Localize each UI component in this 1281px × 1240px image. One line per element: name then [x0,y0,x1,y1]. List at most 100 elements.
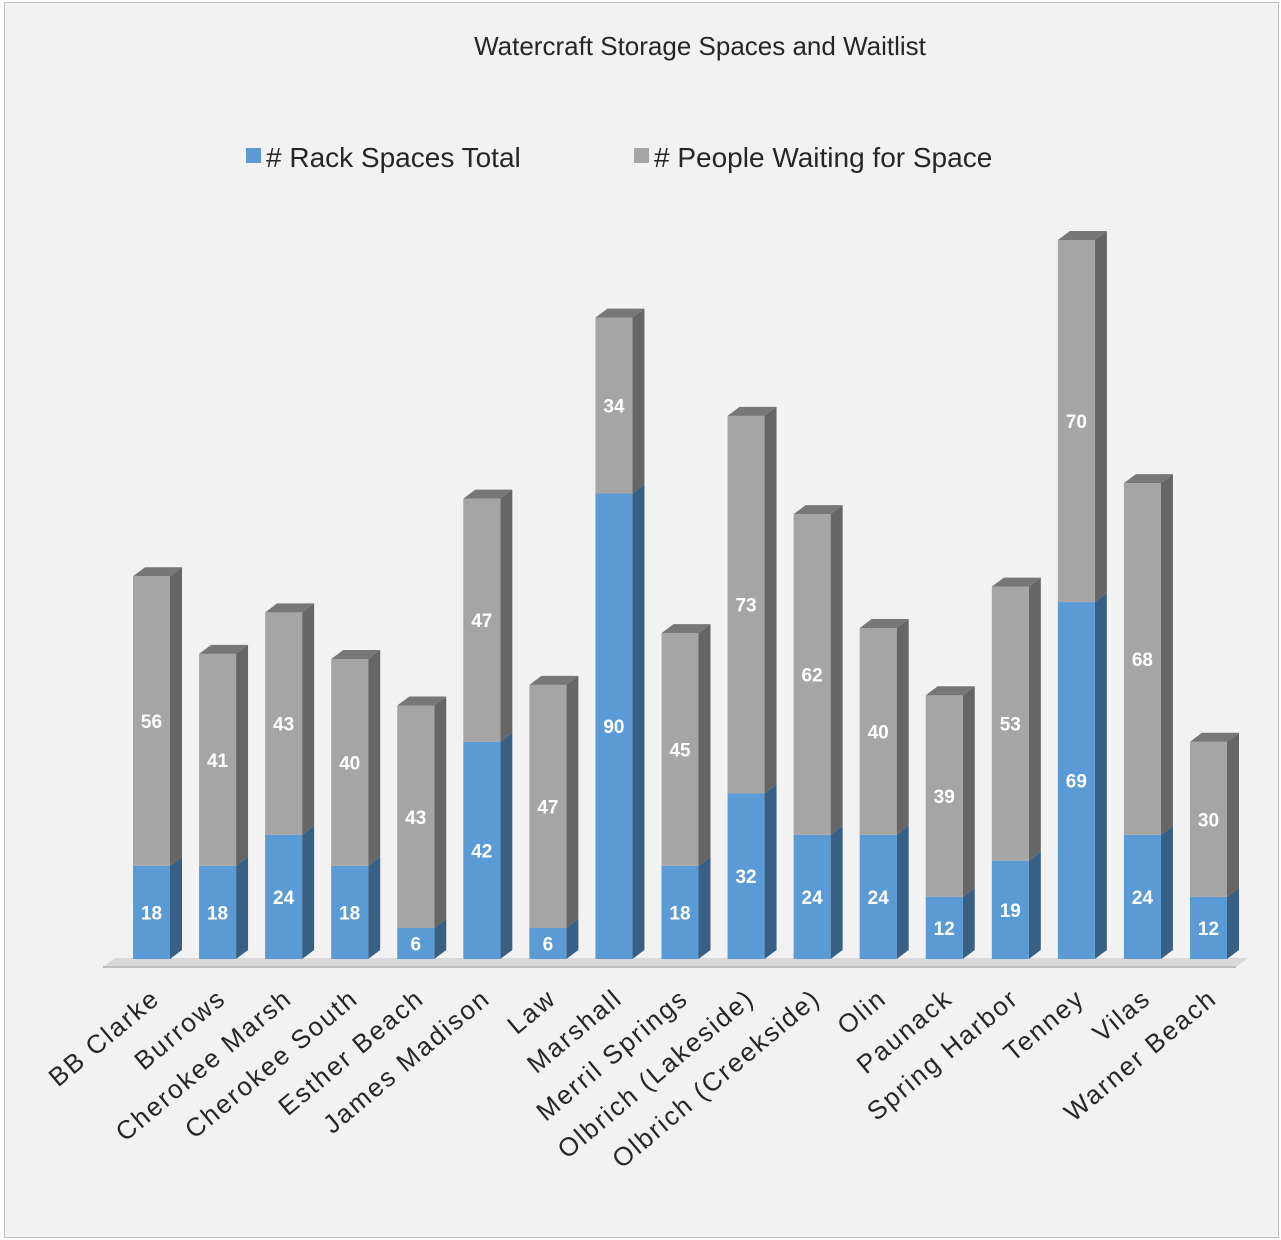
data-label-rack-spaces: 18 [207,903,228,924]
data-label-rack-spaces: 19 [1000,901,1021,922]
data-label-rack-spaces: 24 [273,888,295,909]
bar-rack-spaces [595,493,633,959]
bar-rack-spaces [133,865,170,959]
data-label-rack-spaces: 18 [141,903,162,924]
data-label-people-waiting: 56 [141,712,162,733]
bar-side-rack-spaces [896,825,909,959]
bar-top-people-waiting [331,649,381,659]
bar-group-vilas: 24 68 [1123,474,1173,959]
bar-side-rack-spaces [1160,825,1173,959]
bar-people-waiting [463,498,501,742]
bar-top-people-waiting [529,675,579,685]
bar-people-waiting [991,586,1029,861]
bar-group-olbrich-lakeside: 32 73 [727,406,777,959]
data-label-rack-spaces: 12 [1198,919,1219,940]
bar-rack-spaces [661,865,699,959]
bar-side-rack-spaces [566,918,579,959]
bar-rack-spaces [529,927,567,959]
bar-people-waiting [727,415,765,794]
bar-rack-spaces [1057,602,1095,959]
data-label-rack-spaces: 6 [410,934,421,955]
bar-people-waiting [925,695,963,897]
data-label-rack-spaces: 69 [1066,772,1087,793]
bar-people-waiting [1190,741,1227,897]
bar-people-waiting [595,317,633,494]
bar-people-waiting [1057,240,1095,603]
bar-side-people-waiting [236,644,249,866]
bar-side-people-waiting [1227,732,1239,897]
bar-side-people-waiting [632,308,645,494]
bar-group-esther-beach: 6 43 [397,696,447,959]
data-label-people-waiting: 40 [339,753,360,774]
bar-rack-spaces [859,834,897,959]
bar-top-people-waiting [133,567,182,577]
bar-side-rack-spaces [368,856,381,959]
bar-rack-spaces [265,834,303,959]
bar-side-rack-spaces [302,825,315,959]
bar-side-people-waiting [698,624,711,866]
data-label-rack-spaces: 32 [735,867,756,888]
bar-group-olbrich-creekside: 24 62 [793,505,843,959]
bar-people-waiting [133,576,170,866]
bar-side-people-waiting [896,618,909,835]
data-label-rack-spaces: 12 [934,919,955,940]
bar-group-warner-beach: 12 30 [1190,732,1239,959]
data-label-people-waiting: 73 [735,596,756,617]
bar-side-rack-spaces [1227,887,1239,959]
bar-people-waiting [331,658,369,866]
data-label-people-waiting: 53 [1000,715,1021,736]
bar-group-james-madison: 42 47 [463,489,513,959]
bar-rack-spaces [1123,834,1161,959]
data-label-people-waiting: 47 [537,797,558,818]
bar-top-people-waiting [859,618,909,628]
bar-side-people-waiting [500,489,513,742]
data-label-rack-spaces: 18 [339,903,360,924]
bar-side-people-waiting [962,686,975,897]
bar-people-waiting [265,612,303,835]
bar-top-people-waiting [463,489,513,499]
data-label-rack-spaces: 90 [603,717,624,738]
bar-side-people-waiting [434,696,447,928]
bar-top-people-waiting [1123,474,1173,484]
bar-group-marshall: 90 34 [595,308,645,959]
bar-people-waiting [199,653,237,866]
bar-top-people-waiting [1190,732,1239,742]
bar-top-people-waiting [991,577,1041,587]
data-label-rack-spaces: 18 [669,903,690,924]
data-label-people-waiting: 39 [934,787,955,808]
bar-people-waiting [529,684,567,928]
data-label-people-waiting: 40 [868,722,889,743]
bar-group-tenney: 69 70 [1057,231,1107,959]
bar-rack-spaces [463,741,501,959]
bar-top-people-waiting [397,696,447,706]
data-label-rack-spaces: 24 [802,888,824,909]
bar-side-rack-spaces [170,856,182,959]
data-label-rack-spaces: 24 [868,888,890,909]
data-label-people-waiting: 68 [1132,650,1153,671]
data-label-people-waiting: 41 [207,751,229,772]
bar-group-cherokee-marsh: 24 43 [265,603,315,959]
bar-top-people-waiting [199,644,249,654]
data-label-people-waiting: 47 [471,611,492,632]
bar-rack-spaces [793,834,831,959]
bar-rack-spaces [397,927,435,959]
bar-side-rack-spaces [1094,593,1107,959]
chart-floor [103,958,1248,968]
bar-side-people-waiting [302,603,315,835]
legend-swatch-people-waiting [634,148,649,163]
bar-side-people-waiting [170,567,182,866]
bar-top-people-waiting [595,308,645,318]
bars: 1856184124431840643424764790341845327324… [133,231,1239,959]
bar-side-rack-spaces [764,784,777,959]
legend-label-people-waiting: # People Waiting for Space [654,142,992,173]
bar-side-rack-spaces [236,856,249,959]
bar-rack-spaces [1190,896,1227,959]
legend-label-rack-spaces: # Rack Spaces Total [266,142,521,173]
bar-side-people-waiting [566,675,579,928]
data-label-people-waiting: 43 [405,808,426,829]
